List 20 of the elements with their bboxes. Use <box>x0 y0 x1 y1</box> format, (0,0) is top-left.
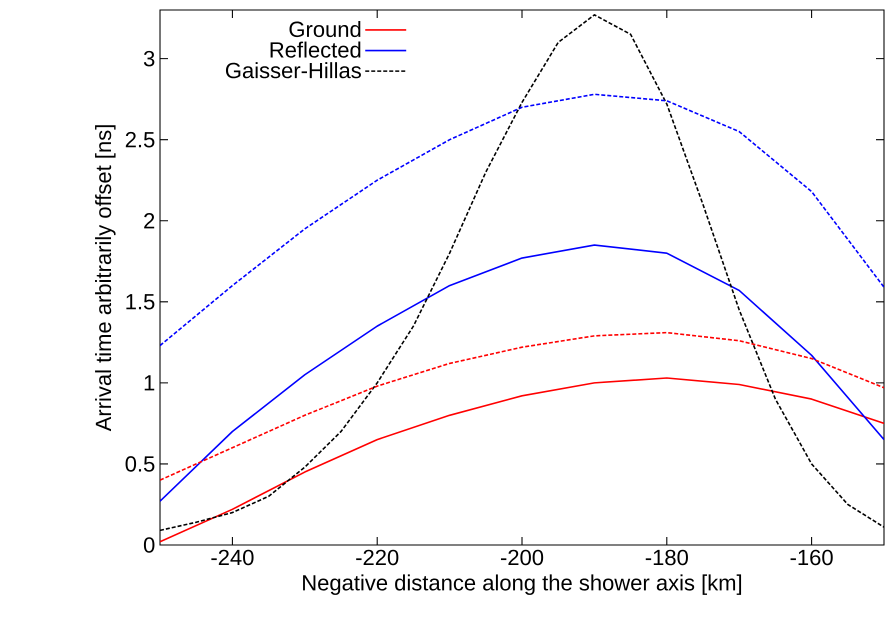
y-tick-label: 1 <box>144 375 154 390</box>
y-tick-label: 0.5 <box>126 456 154 472</box>
y-tick-label: 0 <box>144 537 154 553</box>
y-tick-label: 2 <box>144 213 154 228</box>
line-series <box>160 94 884 346</box>
legend-label: Ground <box>289 20 360 38</box>
line-series <box>160 244 884 502</box>
x-axis-title: Negative distance along the shower axis [km] <box>303 574 742 595</box>
y-tick-label: 2.5 <box>126 132 154 148</box>
y-tick-label: 1.5 <box>126 294 154 310</box>
x-tick-label: -240 <box>211 550 254 566</box>
x-tick-label: -180 <box>646 550 688 566</box>
y-axis-title: Arrival time arbitrarily offset [ns] <box>95 125 116 432</box>
legend-label: Gaisser-Hillas <box>226 62 361 78</box>
legend-label: Reflected <box>270 42 360 58</box>
x-tick-label: -220 <box>356 550 398 566</box>
line-series <box>160 377 884 543</box>
x-tick-label: -200 <box>500 550 544 566</box>
x-tick-label: -160 <box>790 550 833 566</box>
y-tick-label: 3 <box>144 50 154 66</box>
